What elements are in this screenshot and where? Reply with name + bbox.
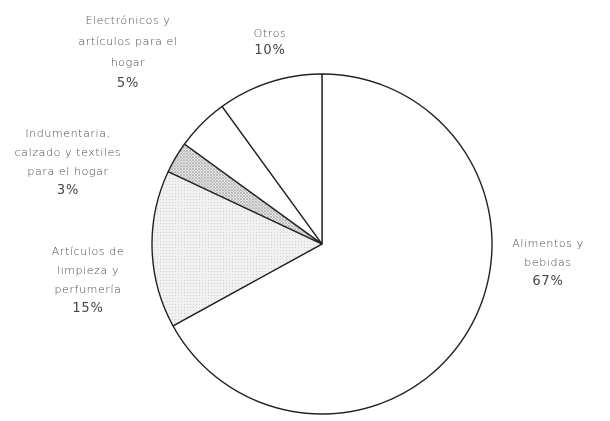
slice-percent-label: 67% [532,274,563,289]
slice-label-line: artículos para el [78,35,177,48]
slices-layer [151,73,493,415]
pie-slice-limpieza [151,170,323,327]
slice-label-otros: Otros 10% [254,27,287,58]
slice-label-limpieza: Artículos de limpieza y perfumería 15% [52,245,124,316]
slice-label-line: bebidas [524,256,571,269]
slice-label-line: calzado y textiles [15,146,122,159]
slice-label-line: Indumentaria, [25,127,110,140]
slice-percent-label: 5% [117,76,139,91]
slice-label-line: Artículos de [52,245,124,258]
slice-label-line: Alimentos y [512,237,583,250]
slice-label-indumentaria: Indumentaria, calzado y textiles para el h… [15,127,122,198]
slice-label-line: Electrónicos y [85,14,170,27]
pie-slice-otros [221,73,323,245]
slice-percent-label: 10% [254,43,285,58]
slice-label-electronicos: Electrónicos y artículos para el hogar 5% [78,14,177,91]
slice-percent-label: 15% [72,301,103,316]
slice-label-line: para el hogar [27,165,108,178]
labels-layer: Alimentos y bebidas 67% Artículos de limpiez… [15,14,583,316]
slice-label-alimentos: Alimentos y bebidas 67% [512,237,583,289]
slice-label-line: Otros [254,27,287,40]
slice-label-line: hogar [111,56,146,69]
slice-label-line: perfumería [55,283,122,296]
pie-slice-alimentos [172,73,493,415]
slice-percent-label: 3% [57,183,79,198]
slice-label-line: limpieza y [57,264,119,277]
